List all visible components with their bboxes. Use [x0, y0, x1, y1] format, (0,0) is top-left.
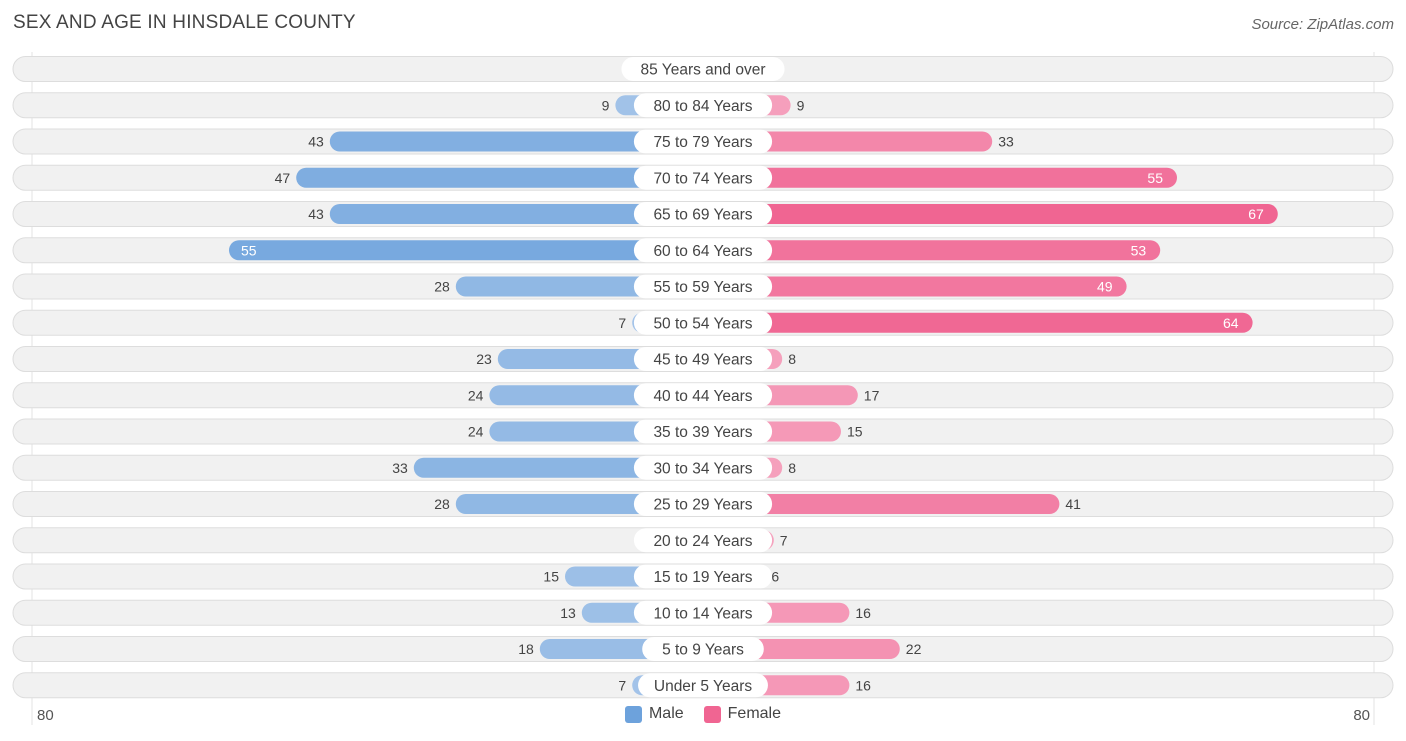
male-value-label: 18: [518, 641, 534, 657]
legend-swatch-male: [624, 705, 642, 723]
female-value-label: 55: [1147, 170, 1163, 186]
category-label: 35 to 39 Years: [653, 424, 752, 441]
category-pill: [633, 347, 773, 371]
axis-label-left: 80: [37, 707, 54, 724]
chart-title: SEX AND AGE IN HINSDALE COUNTY: [13, 12, 356, 33]
axis-label-right: 80: [1353, 707, 1370, 724]
category-label: 60 to 64 Years: [653, 243, 752, 260]
female-value-label: 67: [1248, 206, 1264, 222]
category-pill: [633, 492, 773, 516]
male-value-label: 47: [275, 170, 291, 186]
female-bar: [703, 312, 1253, 333]
male-value-label: 15: [543, 569, 559, 585]
category-pill: [633, 202, 773, 226]
legend: Male Female: [0, 705, 1406, 723]
female-value-label: 8: [788, 351, 796, 367]
category-pill: [633, 564, 773, 589]
legend-label-male: Male: [648, 705, 684, 722]
female-bar: [703, 276, 1127, 297]
category-label: Under 5 Years: [654, 678, 752, 695]
category-pill: [638, 673, 768, 698]
female-bar: [703, 240, 1161, 261]
category-pill: [633, 93, 773, 118]
category-label: 80 to 84 Years: [653, 98, 752, 115]
legend-swatch-female: [703, 705, 721, 723]
male-value-label: 28: [434, 279, 450, 295]
legend-item-female[interactable]: Female: [703, 705, 782, 723]
male-value-label: 7: [618, 315, 626, 331]
category-pill: [633, 383, 773, 408]
category-label: 85 Years and over: [641, 62, 766, 79]
female-value-label: 33: [998, 134, 1014, 150]
category-pill: [633, 238, 773, 263]
female-value-label: 41: [1065, 496, 1081, 512]
female-value-label: 8: [788, 460, 796, 476]
category-pill: [633, 129, 773, 154]
female-value-label: 22: [906, 641, 922, 657]
category-label: 70 to 74 Years: [653, 170, 752, 187]
male-value-label: 23: [476, 351, 492, 367]
male-value-label: 24: [468, 424, 484, 440]
female-value-label: 6: [771, 569, 779, 585]
male-bar: [329, 204, 703, 224]
legend-label-female: Female: [727, 705, 782, 722]
category-pill: [633, 600, 773, 625]
male-value-label: 33: [392, 460, 408, 476]
source-label: Source: ZipAtlas.com: [1251, 16, 1394, 33]
male-value-label: 13: [560, 605, 576, 621]
male-value-label: 7: [618, 677, 626, 693]
category-label: 40 to 44 Years: [653, 388, 752, 405]
female-value-label: 9: [797, 97, 805, 113]
legend-item-male[interactable]: Male: [624, 705, 684, 723]
female-value-label: 16: [855, 677, 871, 693]
female-value-label: 16: [855, 605, 871, 621]
male-value-label: 55: [241, 242, 257, 258]
category-label: 55 to 59 Years: [653, 279, 752, 296]
category-pill: [633, 419, 773, 444]
category-label: 10 to 14 Years: [653, 605, 752, 622]
female-value-label: 15: [847, 424, 863, 440]
female-bar: [703, 167, 1177, 188]
category-label: 45 to 49 Years: [653, 352, 752, 369]
female-bar: [703, 204, 1278, 224]
male-bar: [329, 131, 703, 152]
female-value-label: 7: [780, 532, 788, 548]
male-bar: [413, 457, 703, 478]
female-value-label: 49: [1097, 279, 1113, 295]
category-label: 30 to 34 Years: [653, 460, 752, 477]
category-label: 15 to 19 Years: [653, 569, 752, 586]
male-value-label: 43: [308, 206, 324, 222]
category-pill: [621, 57, 785, 81]
male-value-label: 24: [468, 387, 484, 403]
category-pill: [642, 637, 764, 661]
male-bar: [229, 240, 703, 261]
female-value-label: 53: [1131, 242, 1147, 258]
category-label: 50 to 54 Years: [653, 315, 752, 332]
female-value-label: 64: [1223, 315, 1239, 331]
category-label: 20 to 24 Years: [653, 533, 752, 550]
female-value-label: 17: [864, 387, 880, 403]
category-pill: [633, 310, 773, 335]
category-label: 5 to 9 Years: [662, 642, 744, 659]
female-bar: [703, 131, 993, 152]
male-value-label: 28: [434, 496, 450, 512]
category-pill: [633, 165, 773, 190]
category-pill: [633, 528, 773, 553]
category-label: 75 to 79 Years: [653, 134, 752, 151]
category-label: 65 to 69 Years: [653, 207, 752, 224]
male-bar: [296, 167, 703, 188]
category-pill: [633, 455, 773, 480]
category-label: 25 to 29 Years: [653, 497, 752, 514]
female-bar: [703, 494, 1060, 514]
male-value-label: 43: [308, 134, 324, 150]
male-value-label: 9: [602, 97, 610, 113]
category-pill: [633, 274, 773, 299]
